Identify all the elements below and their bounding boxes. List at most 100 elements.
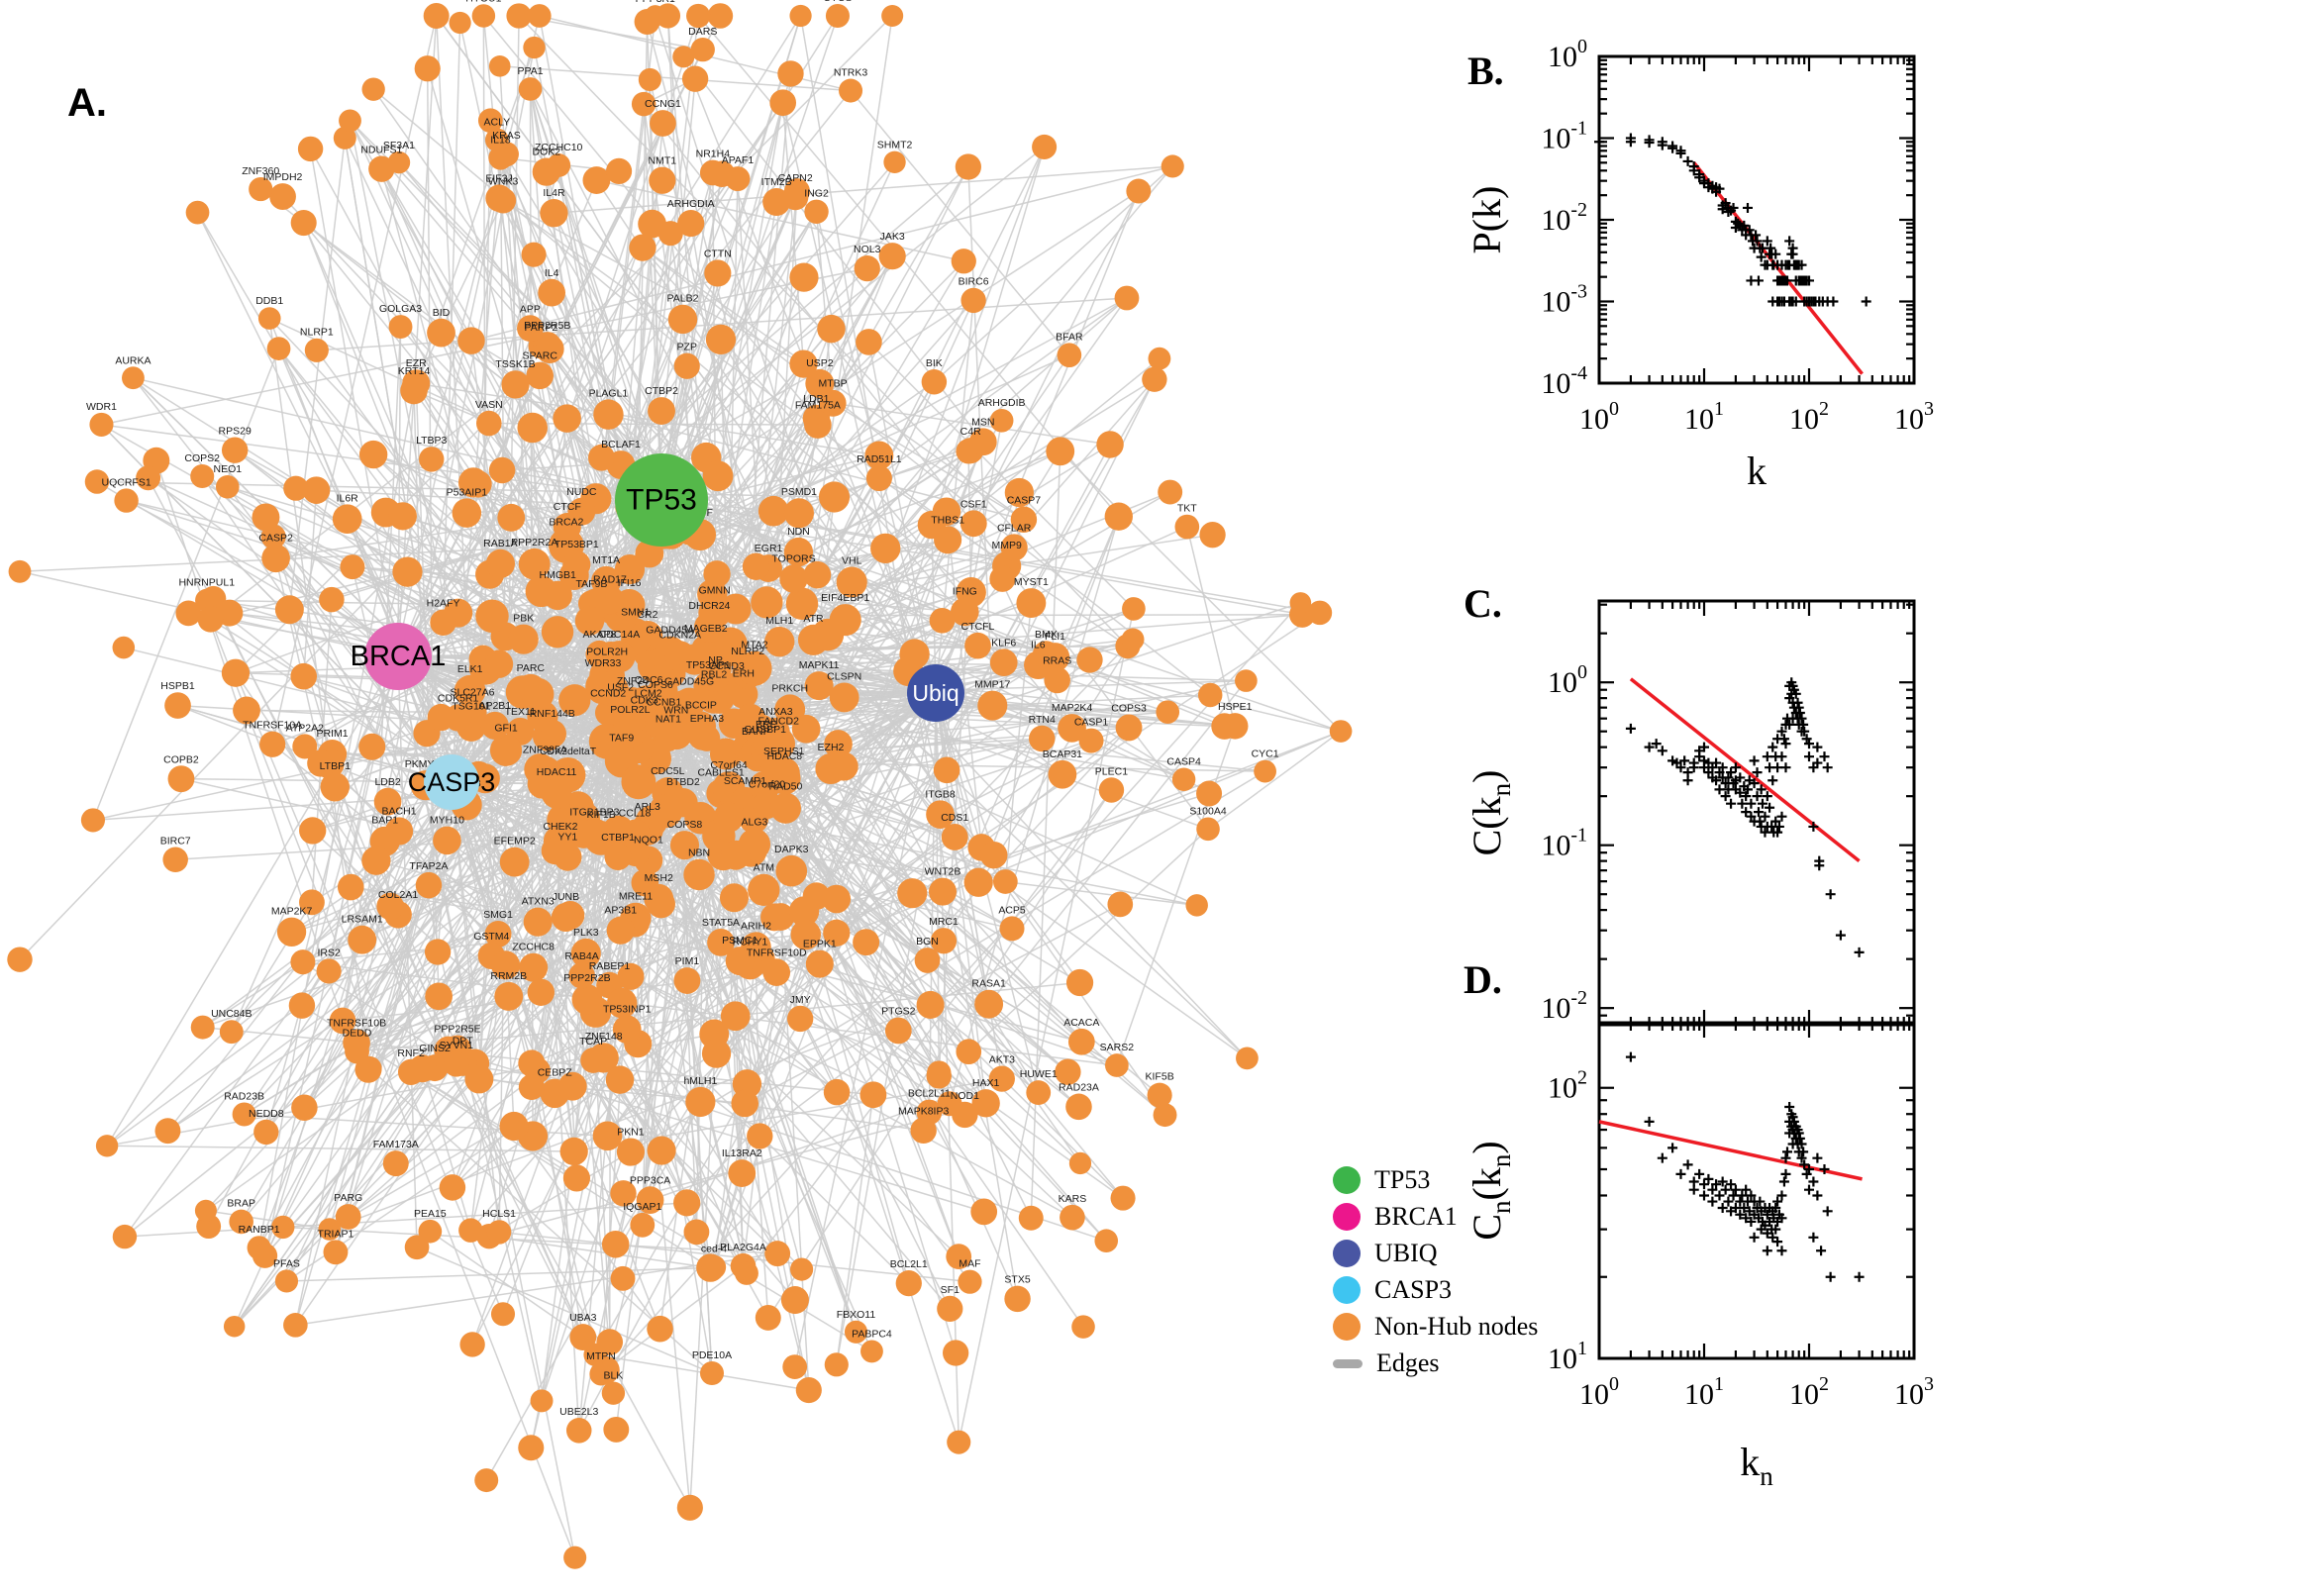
network-edge [793,692,937,1367]
network-node-label: ITM2B [761,176,792,188]
network-edge [530,1029,628,1448]
network-node-label: EZH2 [818,742,845,753]
network-node [963,867,993,897]
network-node [518,548,551,580]
network-node [488,146,513,170]
network-node [519,952,549,982]
network-node [185,200,210,225]
network-node-label: ARIH2 [741,920,771,932]
network-node [340,554,365,580]
network-node [7,947,33,972]
network-node [252,503,280,532]
network-node [989,565,1016,592]
network-node-label: PCNA [706,0,735,3]
network-node-label: SCAMP1 [724,775,766,787]
network-node-label: IL18 [490,134,511,146]
network-node [721,840,752,870]
network-node-label: S100A4 [1189,806,1227,818]
network-node-label: THBS1 [931,514,964,526]
network-node-label: WDR33 [585,657,622,669]
network-edge [660,499,1342,733]
network-node [720,1001,751,1032]
network-edge [167,810,666,1132]
tick-label: 10-4 [1541,362,1587,400]
network-node [290,949,316,975]
network-node [486,1220,512,1245]
scatter-points [1625,677,1865,957]
network-node [269,183,296,210]
network-node-label: PPP2R2A [511,537,557,549]
network-node-label: PEA15 [414,1208,447,1220]
network-node [1098,777,1125,803]
network-node-label: CYCS [823,0,852,4]
network-node [685,1086,716,1118]
network-node [551,902,580,933]
network-node-label: AP3B1 [604,905,637,917]
network-node-label: AP2B1 [478,700,511,712]
network-node-label: HYOU1 [465,0,501,4]
network-node [638,67,661,91]
network-edge [618,655,1084,1328]
network-edge [350,886,691,1509]
network-edge [288,138,347,610]
network-node [530,1389,554,1413]
network-node-label: RAD50 [769,781,803,793]
network-node-label: BCL2L11 [908,1088,951,1100]
network-node [616,1138,646,1166]
network-node-label: FBXO11 [837,1309,876,1321]
network-node-label: FAM173A [373,1139,419,1150]
network-node [154,1118,181,1145]
network-node [376,892,404,921]
network-node-label: HAX1 [972,1077,1000,1089]
network-node [471,4,496,28]
network-node-label: ZNF385A [523,745,567,756]
network-edge [605,1265,744,1371]
plots-panel: 100 101 102 10310-410-310-210-1100kP(k)1001… [1464,36,1934,1491]
network-node [112,1224,138,1249]
network-node [485,128,509,152]
network-node [221,658,251,687]
network-node [458,1218,483,1243]
network-node [790,1257,814,1281]
network-edge [705,456,1166,1116]
network-node [819,389,847,417]
network-edge [397,327,402,657]
network-node [563,1546,587,1569]
network-node [677,210,705,238]
network-node-label: RAB4A [564,950,598,962]
network-node-label: PLK3 [573,927,599,939]
axis-label: kn [1740,1440,1773,1491]
network-node-label: GADD45A [646,625,694,637]
network-node [673,1189,701,1217]
network-edge [513,1126,661,1330]
network-node [636,1186,664,1214]
network-node-label: SLC27A6 [450,686,494,698]
network-node [630,1212,656,1238]
network-edge [836,1094,874,1365]
network-edge [309,149,399,657]
network-node-label: NR1H4 [696,149,731,160]
network-node-label: CLSPN [827,671,861,683]
network-node-label: ALG3 [742,817,768,829]
network-node-label: GFI1 [494,723,517,735]
network-node-label: GINS2 [419,1043,451,1054]
network-edge [180,777,453,783]
network-node [714,627,748,661]
network-node [934,526,962,554]
network-node-label: MRC1 [929,916,959,928]
legend-item-nonhub: Non-Hub nodes [1333,1312,1538,1341]
network-node [392,556,423,587]
network-node-label: FAM175A [795,399,841,411]
network-node-label: EPPK1 [803,939,837,950]
network-node [1026,1080,1052,1105]
network-node-label: BID [433,307,451,319]
network-node-label: PRIM1 [317,728,349,740]
network-node [989,648,1018,677]
network-node [488,55,511,77]
network-node [190,463,215,489]
network-node-label: CHEK2 [543,821,577,833]
network-node-label: CCND3 [709,660,745,672]
network-node [474,1468,499,1493]
network-node [299,817,327,845]
network-node [518,1049,546,1077]
